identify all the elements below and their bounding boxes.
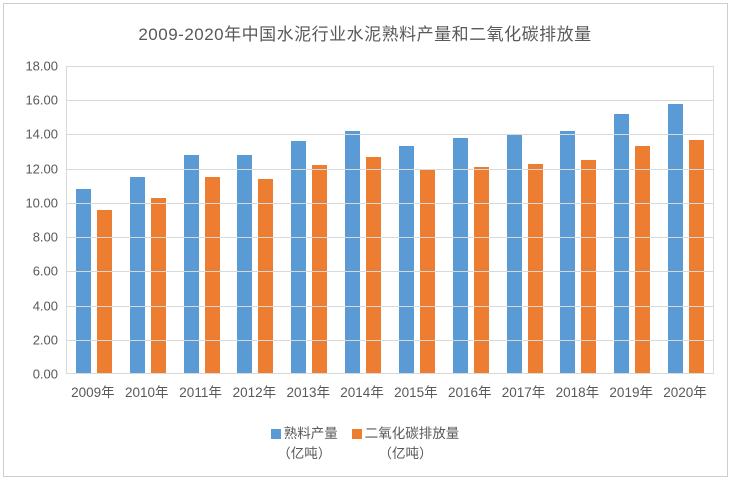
bar-groups: [67, 66, 713, 374]
bar-clinker-output-2020年: [668, 103, 684, 374]
bar-co2-emissions-2012年: [258, 178, 274, 374]
bar-group-2010年: [121, 66, 175, 374]
plot-area: [66, 66, 714, 374]
bar-clinker-output-2016年: [452, 137, 468, 374]
legend-label: 二氧化碳排放量: [364, 426, 460, 441]
chart-frame: [3, 3, 728, 477]
bar-co2-emissions-2010年: [150, 197, 166, 374]
x-axis-tick-label: 2018年: [555, 385, 600, 400]
bar-clinker-output-2010年: [129, 177, 145, 374]
gridline: [67, 202, 713, 204]
bar-group-2011年: [175, 66, 229, 374]
bar-co2-emissions-2013年: [312, 165, 328, 374]
legend-marker-co2-emissions-icon: [351, 428, 362, 439]
x-axis-tick-label: 2011年: [179, 385, 222, 400]
legend-item-co2-emissions: 二氧化碳排放量 （亿吨）: [351, 424, 460, 463]
legend-label-unit: （亿吨）: [378, 445, 433, 461]
bar-group-2015年: [390, 66, 444, 374]
bar-co2-emissions-2018年: [581, 160, 597, 374]
x-axis: 2009年 2010年 2011年 2012年 2013年 2014年 2015年 2016年…: [66, 381, 712, 401]
y-axis-tick-label: 16.00: [25, 92, 58, 108]
legend-label-unit: （亿吨）: [277, 445, 332, 461]
legend-item-clinker-output: 熟料产量 （亿吨）: [270, 424, 338, 463]
legend: 熟料产量 （亿吨） 二氧化碳排放量 （亿吨）: [0, 424, 730, 463]
legend-marker-clinker-output-icon: [270, 428, 281, 439]
y-axis: 18.00 16.00 14.00 12.00 10.00 8.00 6.00 4.00 2.0…: [0, 59, 58, 382]
x-axis-tick-label: 2012年: [232, 385, 277, 400]
bar-group-2018年: [551, 66, 605, 374]
bar-group-2009年: [67, 66, 121, 374]
gridline: [67, 339, 713, 341]
bar-group-2019年: [605, 66, 659, 374]
x-axis-tick-label: 2015年: [394, 385, 438, 400]
x-axis-tick-label: 2009年: [71, 385, 115, 400]
y-axis-tick-label: 6.00: [32, 263, 58, 279]
gridline: [67, 66, 713, 67]
bar-group-2016年: [444, 66, 498, 374]
y-axis-tick-label: 4.00: [32, 298, 58, 314]
bar-co2-emissions-2011年: [204, 177, 220, 374]
gridline: [67, 271, 713, 273]
y-axis-tick-label: 12.00: [25, 161, 58, 177]
bar-clinker-output-2019年: [614, 113, 630, 374]
gridline: [67, 168, 713, 170]
y-axis-tick-label: 18.00: [25, 58, 58, 74]
y-axis-tick-label: 2.00: [32, 332, 58, 348]
gridline: [67, 134, 713, 136]
bar-clinker-output-2012年: [237, 154, 253, 374]
y-axis-tick-label: 10.00: [25, 195, 58, 211]
bar-clinker-output-2014年: [345, 131, 361, 374]
x-axis-tick-label: 2013年: [286, 385, 330, 400]
bar-clinker-output-2009年: [75, 189, 91, 374]
x-axis-tick-label: 2019年: [609, 385, 653, 400]
bar-group-2020年: [659, 66, 713, 374]
bar-group-2017年: [498, 66, 552, 374]
x-axis-tick-label: 2020年: [663, 385, 707, 400]
bar-clinker-output-2017年: [506, 134, 522, 374]
bar-group-2012年: [228, 66, 282, 374]
bar-co2-emissions-2017年: [527, 163, 543, 374]
x-axis-tick-label: 2014年: [340, 385, 384, 400]
gridline: [67, 237, 713, 239]
bar-clinker-output-2013年: [291, 141, 307, 374]
x-axis-tick-label: 2016年: [447, 385, 492, 400]
gridline: [67, 373, 713, 374]
legend-label: 熟料产量: [283, 426, 338, 441]
x-axis-tick-label: 2017年: [501, 385, 546, 400]
y-axis-tick-label: 14.00: [25, 126, 58, 142]
y-axis-tick-label: 8.00: [32, 229, 58, 245]
bar-group-2013年: [282, 66, 336, 374]
x-axis-tick-label: 2010年: [124, 385, 169, 400]
bar-co2-emissions-2009年: [96, 209, 112, 374]
chart-title: 2009-2020年中国水泥行业水泥熟料产量和二氧化碳排放量: [138, 25, 592, 44]
gridline: [67, 100, 713, 102]
bar-co2-emissions-2020年: [689, 139, 705, 374]
bar-co2-emissions-2016年: [473, 166, 489, 374]
bar-co2-emissions-2014年: [366, 156, 382, 374]
y-axis-tick-label: 0.00: [32, 366, 58, 382]
bar-group-2014年: [336, 66, 390, 374]
bar-clinker-output-2018年: [560, 131, 576, 374]
gridline: [67, 305, 713, 307]
bar-clinker-output-2011年: [183, 154, 199, 374]
